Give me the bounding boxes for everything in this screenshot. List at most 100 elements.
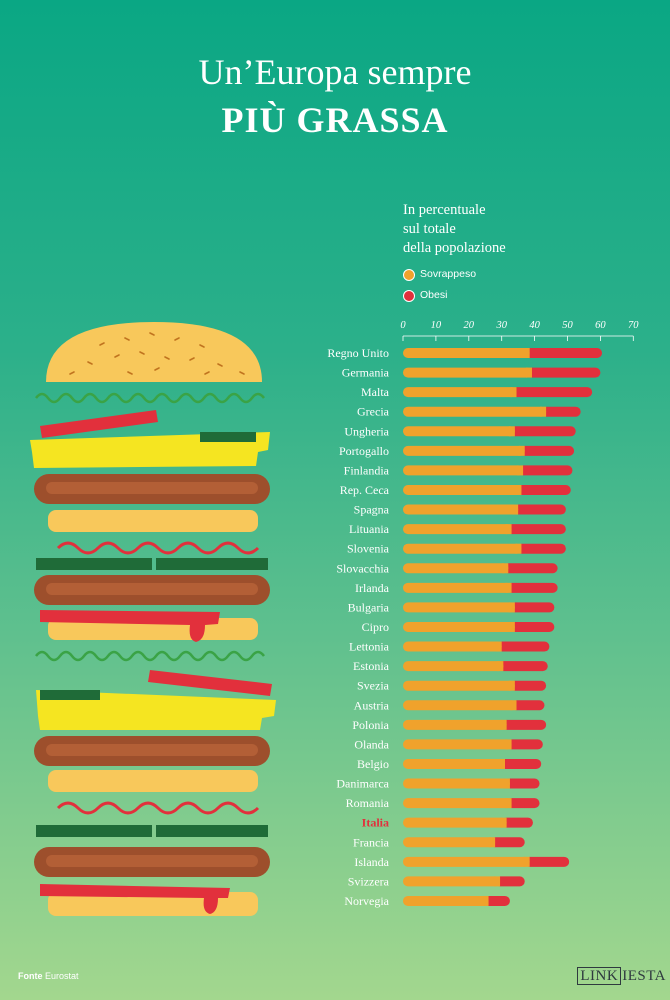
bar-overweight (403, 856, 530, 867)
sauce-wave-1 (56, 541, 260, 555)
bar-overweight-join (523, 856, 530, 867)
title-line-1: Un’Europa sempre (198, 52, 472, 92)
bar-overweight (403, 484, 522, 495)
bar-overweight (403, 582, 512, 593)
bar-overweight-join (510, 700, 517, 711)
bar-overweight (403, 778, 510, 789)
category-label: Estonia (353, 659, 390, 673)
bar-overweight (403, 798, 512, 809)
bar-obese (506, 524, 566, 535)
category-label: Finlandia (344, 463, 390, 477)
bar-overweight-join (525, 367, 532, 378)
bar-overweight (403, 426, 515, 437)
category-label: Austria (354, 698, 390, 712)
bar-obese (516, 484, 571, 495)
bar-overweight (403, 348, 530, 358)
x-tick-label: 10 (431, 320, 442, 331)
x-tick-label: 0 (400, 320, 406, 331)
category-label: Spagna (354, 503, 390, 517)
bar-overweight-join (523, 348, 530, 358)
category-label: Slovenia (347, 542, 390, 556)
category-label: Bulgaria (348, 600, 390, 614)
bar-overweight (403, 524, 512, 535)
bar-overweight (403, 406, 547, 417)
category-label: Portogallo (339, 444, 389, 458)
bar-overweight (403, 445, 525, 456)
legend-label-overweight: Sovrappeso (420, 268, 477, 280)
subtitle-line-3: della popolazione (403, 240, 506, 256)
bar-overweight (403, 817, 507, 828)
subtitle-line-2: sul totale (403, 221, 456, 237)
x-axis-ticks: 0 10 20 30 40 50 60 70 (400, 320, 639, 341)
bar-obese (513, 504, 566, 515)
bar-overweight-join (508, 426, 515, 437)
bar-obese (483, 895, 510, 906)
logo-rest-text: IESTA (622, 968, 666, 984)
source-label: Fonte (18, 971, 43, 981)
bar-obese (509, 426, 576, 437)
bar-overweight (403, 895, 489, 906)
bar-obese (504, 778, 540, 789)
bar-overweight-join (489, 837, 496, 848)
bar-overweight (403, 739, 512, 750)
bar-obese (495, 876, 525, 887)
bar-obese (524, 348, 603, 358)
category-label: Grecia (357, 405, 390, 419)
bar-overweight-join (495, 641, 502, 652)
bar-overweight-join (515, 484, 522, 495)
bar-overweight (403, 621, 515, 632)
bar-overweight-join (500, 817, 507, 828)
bar-overweight (403, 758, 505, 769)
category-label: Danimarca (336, 777, 389, 791)
category-label: Norvegia (344, 894, 389, 908)
bar-overweight-join (517, 465, 524, 476)
bar-obese (511, 387, 593, 398)
bar-overweight-join (498, 758, 505, 769)
bar-obese (509, 680, 547, 691)
category-label: Malta (361, 385, 390, 399)
bar-obese (498, 661, 548, 672)
category-label: Irlanda (355, 581, 390, 595)
bar-obese (509, 621, 555, 632)
category-label: Germania (342, 366, 390, 380)
bar-overweight (403, 543, 522, 554)
category-label: Romania (346, 796, 390, 810)
bar-overweight-join (515, 543, 522, 554)
bun-middle-3 (48, 770, 258, 792)
bar-chart: 0 10 20 30 40 50 60 70 Regno Unito Germania Malta… (336, 320, 639, 908)
title-line-2: PIÙ GRASSA (221, 100, 449, 140)
bar-overweight (403, 700, 517, 711)
x-tick-label: 50 (562, 320, 573, 331)
bar-overweight-join (518, 445, 525, 456)
bar-overweight-join (508, 680, 515, 691)
bar-obese (506, 798, 540, 809)
bar-overweight-join (505, 582, 512, 593)
lettuce-2 (35, 650, 265, 662)
bar-obese (518, 465, 573, 476)
bar-overweight-join (508, 621, 515, 632)
subtitle-line-1: In percentuale (403, 202, 486, 218)
bun-middle-1 (48, 510, 258, 532)
lettuce-1 (35, 392, 265, 404)
bar-overweight-join (497, 661, 504, 672)
bar-obese (496, 641, 550, 652)
legend-swatch-overweight (403, 269, 415, 281)
sauce-wave-2 (56, 801, 260, 815)
ketchup-1 (40, 610, 220, 642)
bar-obese (516, 543, 566, 554)
category-label: Rep. Ceca (340, 483, 390, 497)
sesame-seeds (69, 332, 245, 375)
bar-overweight (403, 661, 504, 672)
bar-overweight-join (500, 719, 507, 730)
tomato-1 (40, 410, 158, 438)
bar-overweight-join (482, 895, 489, 906)
source-note: Fonte Eurostat (18, 971, 79, 981)
bar-obese (503, 563, 558, 574)
x-tick-label: 60 (595, 320, 606, 331)
category-label: Lituania (349, 522, 390, 536)
bar-overweight (403, 876, 501, 887)
pickle-2 (36, 558, 152, 570)
bar-overweight-join (505, 524, 512, 535)
bar-overweight-join (540, 406, 547, 417)
legend-swatch-obese (403, 290, 415, 302)
